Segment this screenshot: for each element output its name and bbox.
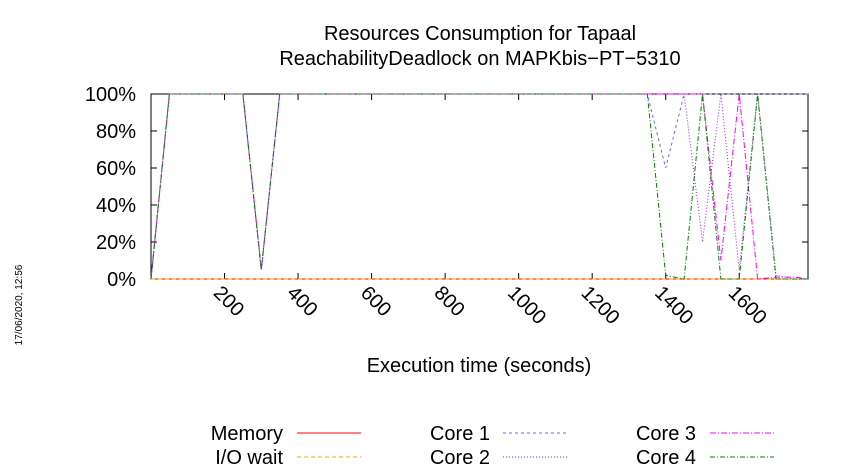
legend-label-core-1: Core 1 — [430, 423, 490, 445]
y-tick-label: 0% — [107, 269, 136, 291]
x-tick-label: 200 — [209, 282, 248, 321]
series-line-core-4 — [150, 93, 808, 280]
legend-label-core-2: Core 2 — [430, 447, 490, 469]
series-line-core-1 — [150, 93, 808, 280]
x-tick-label: 1400 — [650, 282, 697, 329]
legend-label-core-3: Core 3 — [636, 423, 696, 445]
legend-label-i-o-wait: I/O wait — [215, 447, 283, 469]
y-tick-label: 40% — [96, 195, 136, 217]
x-tick-label: 1200 — [577, 282, 624, 329]
x-tick-label: 800 — [430, 282, 469, 321]
series-layer — [150, 93, 809, 280]
y-tick-label: 80% — [96, 121, 136, 143]
legend-label-core-4: Core 4 — [636, 447, 696, 469]
x-tick-label: 400 — [283, 282, 322, 321]
x-tick-label: 600 — [356, 282, 395, 321]
y-tick-label: 20% — [96, 232, 136, 254]
y-axis: 0% 20% 40% 60% 80% 100% — [85, 84, 808, 291]
legend-label-memory: Memory — [211, 423, 283, 445]
series-line-core-2 — [150, 93, 808, 280]
timestamp-label: 17/06/2020, 12:56 — [14, 264, 25, 345]
x-tick-label: 1000 — [503, 282, 550, 329]
series-line-core-3 — [150, 93, 809, 280]
x-tick-label: 1600 — [724, 282, 771, 329]
y-tick-label: 100% — [85, 84, 136, 106]
x-axis: 200 400 600 800 1000 1200 1400 1600 — [209, 94, 771, 329]
y-tick-label: 60% — [96, 158, 136, 180]
x-axis-label: Execution time (seconds) — [367, 355, 592, 377]
plot-frame — [150, 93, 809, 280]
chart-title: Resources Consumption for Tapaal — [324, 23, 636, 45]
chart-subtitle: ReachabilityDeadlock on MAPKbis−PT−5310 — [279, 48, 680, 70]
